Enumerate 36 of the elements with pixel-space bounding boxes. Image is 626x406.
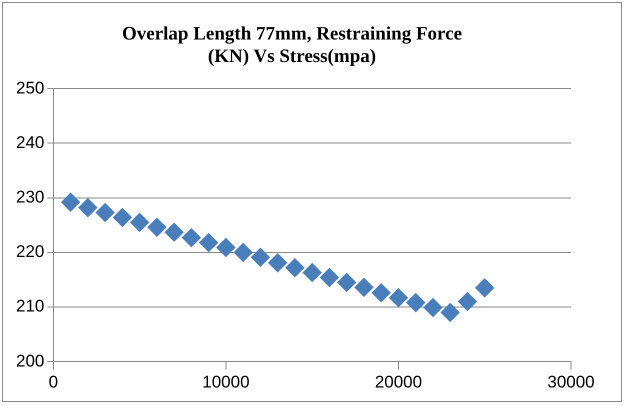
point (302, 263, 322, 282)
point (112, 208, 132, 227)
y-tick-label: 210 (16, 296, 44, 316)
point (475, 278, 494, 298)
y-tick-label: 200 (16, 351, 44, 370)
x-tick-label: 10000 (202, 372, 250, 392)
point (388, 288, 408, 308)
x-tick-label: 30000 (547, 372, 595, 392)
point (147, 218, 166, 237)
chart-title: Overlap Length 77mm, Restraining Force (KN) Vs Stress(mpa) (122, 23, 462, 68)
point (250, 248, 270, 267)
x-tick-label: 20000 (374, 372, 422, 392)
y-tick-label: 230 (16, 187, 44, 206)
point (216, 238, 236, 257)
x-tick-label: 0 (48, 372, 58, 392)
point (96, 203, 115, 222)
y-tick-label: 220 (16, 242, 44, 262)
point (372, 283, 391, 302)
point (285, 258, 304, 278)
point (199, 233, 218, 252)
y-tick-label: 250 (16, 78, 44, 98)
point (440, 302, 460, 322)
point (130, 212, 150, 232)
point (458, 292, 477, 312)
point (234, 242, 253, 262)
y-tick-label: 240 (16, 132, 44, 152)
point (164, 222, 184, 242)
point (423, 298, 442, 318)
point (61, 192, 80, 212)
point (268, 253, 288, 272)
point (320, 268, 339, 288)
point (78, 198, 98, 218)
point (354, 278, 374, 297)
point (406, 293, 426, 312)
point (182, 228, 201, 248)
point (337, 272, 356, 292)
